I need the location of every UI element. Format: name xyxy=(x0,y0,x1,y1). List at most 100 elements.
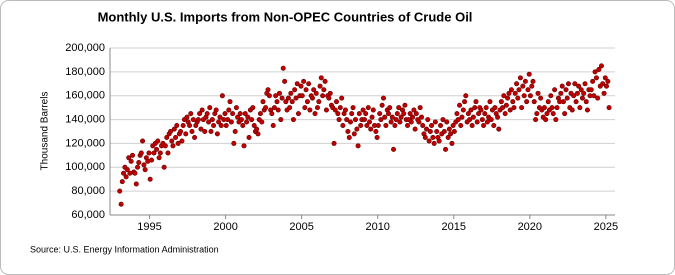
point xyxy=(237,111,243,117)
point xyxy=(278,117,284,123)
point xyxy=(564,95,570,101)
point xyxy=(217,114,223,120)
point xyxy=(279,95,285,101)
point xyxy=(233,105,239,111)
point xyxy=(448,131,454,137)
point xyxy=(576,83,582,89)
y-axis-label: Thousand Barrels xyxy=(40,92,51,171)
point xyxy=(460,107,466,113)
point xyxy=(155,138,161,144)
x-tick-label: 2025 xyxy=(594,221,618,233)
point xyxy=(434,129,440,135)
point xyxy=(249,117,255,123)
point xyxy=(595,95,601,101)
point xyxy=(226,107,232,113)
point xyxy=(394,111,400,117)
point xyxy=(227,99,233,105)
point xyxy=(218,123,224,129)
point xyxy=(510,99,516,105)
point xyxy=(322,78,328,84)
point xyxy=(231,140,237,146)
x-tick-label: 1995 xyxy=(137,221,161,233)
point xyxy=(420,123,426,129)
point xyxy=(140,138,146,144)
point xyxy=(603,83,609,89)
point xyxy=(481,123,487,129)
point xyxy=(541,105,547,111)
point xyxy=(387,105,393,111)
point xyxy=(436,138,442,144)
point xyxy=(459,114,465,120)
point xyxy=(206,119,212,125)
point xyxy=(545,99,551,105)
point xyxy=(389,114,395,120)
point xyxy=(533,117,539,123)
point xyxy=(336,117,342,123)
point xyxy=(526,71,532,77)
point xyxy=(321,87,327,93)
point xyxy=(311,87,317,93)
point xyxy=(563,87,569,93)
point xyxy=(312,111,318,117)
point xyxy=(332,107,338,113)
point xyxy=(271,105,277,111)
point xyxy=(365,105,371,111)
point xyxy=(254,126,260,132)
point xyxy=(565,81,571,87)
point xyxy=(266,93,272,99)
point xyxy=(317,83,323,89)
point xyxy=(323,107,329,113)
point xyxy=(511,105,517,111)
point xyxy=(246,134,252,140)
point xyxy=(202,129,208,135)
point xyxy=(168,129,174,135)
point xyxy=(151,150,157,156)
point xyxy=(438,123,444,129)
point xyxy=(507,107,513,113)
point xyxy=(270,123,276,129)
point xyxy=(454,111,460,117)
point xyxy=(455,117,461,123)
point xyxy=(207,105,213,111)
point xyxy=(503,102,509,108)
point xyxy=(209,117,215,123)
point xyxy=(354,126,360,132)
point xyxy=(251,123,257,129)
point xyxy=(405,123,411,129)
point xyxy=(316,99,322,105)
point xyxy=(192,134,198,140)
point xyxy=(369,114,375,120)
point xyxy=(170,143,176,149)
point xyxy=(508,87,514,93)
y-tick-label: 200,000 xyxy=(65,42,105,54)
point xyxy=(527,93,533,99)
point xyxy=(581,90,587,96)
point xyxy=(208,129,214,135)
point xyxy=(487,99,493,105)
point xyxy=(301,78,307,84)
point xyxy=(298,83,304,89)
point xyxy=(382,114,388,120)
point xyxy=(273,93,279,99)
x-tick-label: 2015 xyxy=(442,221,466,233)
point xyxy=(250,105,256,111)
point xyxy=(412,126,418,132)
point xyxy=(299,93,305,99)
point xyxy=(441,129,447,135)
point xyxy=(393,117,399,123)
point xyxy=(292,87,298,93)
point xyxy=(123,174,129,180)
point xyxy=(335,111,341,117)
point xyxy=(280,65,286,71)
point xyxy=(333,99,339,105)
point xyxy=(126,155,132,161)
point xyxy=(363,111,369,117)
point xyxy=(337,105,343,111)
point xyxy=(379,102,385,108)
point xyxy=(550,111,556,117)
point xyxy=(178,129,184,135)
point xyxy=(274,99,280,105)
point xyxy=(313,90,319,96)
point xyxy=(214,131,220,137)
point xyxy=(443,146,449,152)
